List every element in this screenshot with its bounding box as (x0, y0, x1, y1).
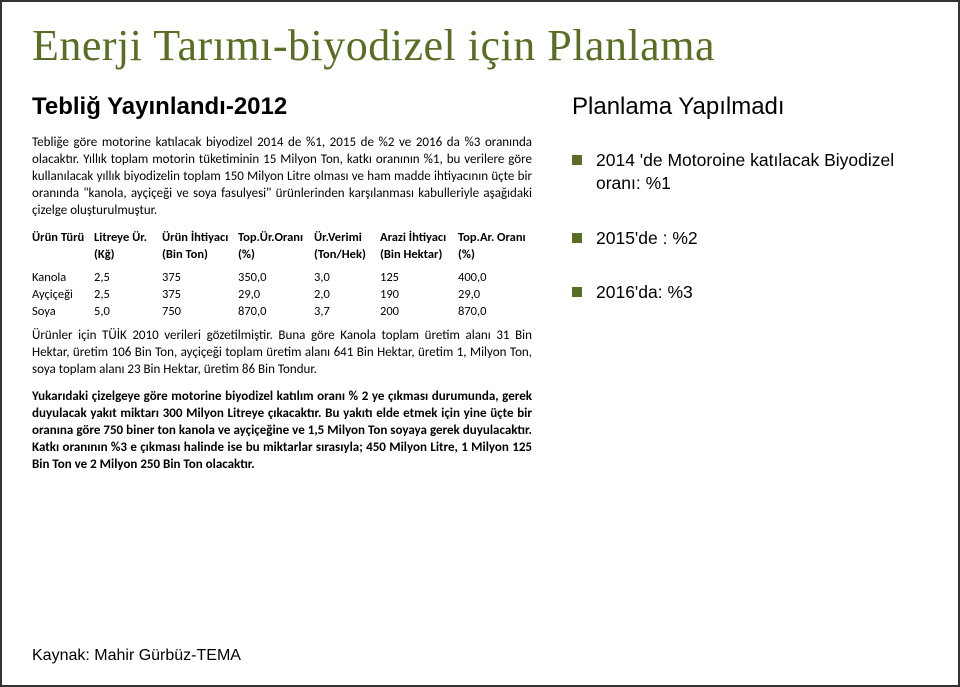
table-row: Kanola 2,5 375 350,0 3,0 125 400,0 (32, 269, 532, 286)
td: 870,0 (458, 303, 532, 320)
columns: Tebliğ Yayınlandı-2012 Tebliğe göre moto… (32, 93, 928, 484)
td: Kanola (32, 269, 94, 286)
td: 3,7 (314, 303, 380, 320)
th: Litreye Ür. (94, 229, 162, 246)
td: 200 (380, 303, 458, 320)
td: 350,0 (238, 269, 314, 286)
th: Ür.Verimi (314, 229, 380, 246)
td: 190 (380, 286, 458, 303)
bullet-square-icon (572, 155, 582, 165)
table-header-row-1: Ürün Türü Litreye Ür. Ürün İhtiyacı Top.… (32, 229, 532, 246)
th: (%) (238, 246, 314, 263)
th: (Kğ) (94, 246, 162, 263)
bullet-text: 2015'de : %2 (596, 227, 698, 250)
bullet-text: 2016'da: %3 (596, 281, 693, 304)
paragraph-3: Yukarıdaki çizelgeye göre motorine biyod… (32, 389, 532, 473)
right-column: Planlama Yapılmadı 2014 'de Motoroine ka… (572, 93, 928, 484)
right-subheading: Planlama Yapılmadı (572, 93, 928, 121)
bullet-square-icon (572, 287, 582, 297)
th: (Bin Hektar) (380, 246, 458, 263)
td: 2,0 (314, 286, 380, 303)
data-table: Ürün Türü Litreye Ür. Ürün İhtiyacı Top.… (32, 229, 532, 320)
th: Ürün İhtiyacı (162, 229, 238, 246)
td: Soya (32, 303, 94, 320)
td: Ayçiçeği (32, 286, 94, 303)
th: Ürün Türü (32, 229, 94, 246)
td: 750 (162, 303, 238, 320)
table-header-row-2: (Kğ) (Bin Ton) (%) (Ton/Hek) (Bin Hektar… (32, 246, 532, 263)
td: 375 (162, 286, 238, 303)
th (32, 246, 94, 263)
td: 3,0 (314, 269, 380, 286)
td: 125 (380, 269, 458, 286)
left-column: Tebliğ Yayınlandı-2012 Tebliğe göre moto… (32, 93, 532, 484)
td: 375 (162, 269, 238, 286)
td: 870,0 (238, 303, 314, 320)
paragraph-1: Tebliğe göre motorine katılacak biyodize… (32, 135, 532, 219)
td: 29,0 (238, 286, 314, 303)
slide-title: Enerji Tarımı-biyodizel için Planlama (32, 20, 928, 71)
source-credit: Kaynak: Mahir Gürbüz-TEMA (32, 647, 241, 665)
table-row: Ayçiçeği 2,5 375 29,0 2,0 190 29,0 (32, 286, 532, 303)
td: 2,5 (94, 286, 162, 303)
bullet-square-icon (572, 233, 582, 243)
th: (%) (458, 246, 532, 263)
td: 5,0 (94, 303, 162, 320)
th: Arazi İhtiyacı (380, 229, 458, 246)
table-row: Soya 5,0 750 870,0 3,7 200 870,0 (32, 303, 532, 320)
th: Top.Ar. Oranı (458, 229, 532, 246)
bullet-text: 2014 'de Motoroine katılacak Biyodizel o… (596, 149, 928, 195)
td: 400,0 (458, 269, 532, 286)
bullet-item: 2016'da: %3 (572, 281, 928, 304)
paragraph-2: Ürünler için TÜİK 2010 verileri gözetilm… (32, 328, 532, 379)
left-subheading: Tebliğ Yayınlandı-2012 (32, 93, 532, 121)
bullet-item: 2015'de : %2 (572, 227, 928, 250)
th: (Bin Ton) (162, 246, 238, 263)
td: 29,0 (458, 286, 532, 303)
td: 2,5 (94, 269, 162, 286)
bullet-item: 2014 'de Motoroine katılacak Biyodizel o… (572, 149, 928, 195)
th: Top.Ür.Oranı (238, 229, 314, 246)
th: (Ton/Hek) (314, 246, 380, 263)
